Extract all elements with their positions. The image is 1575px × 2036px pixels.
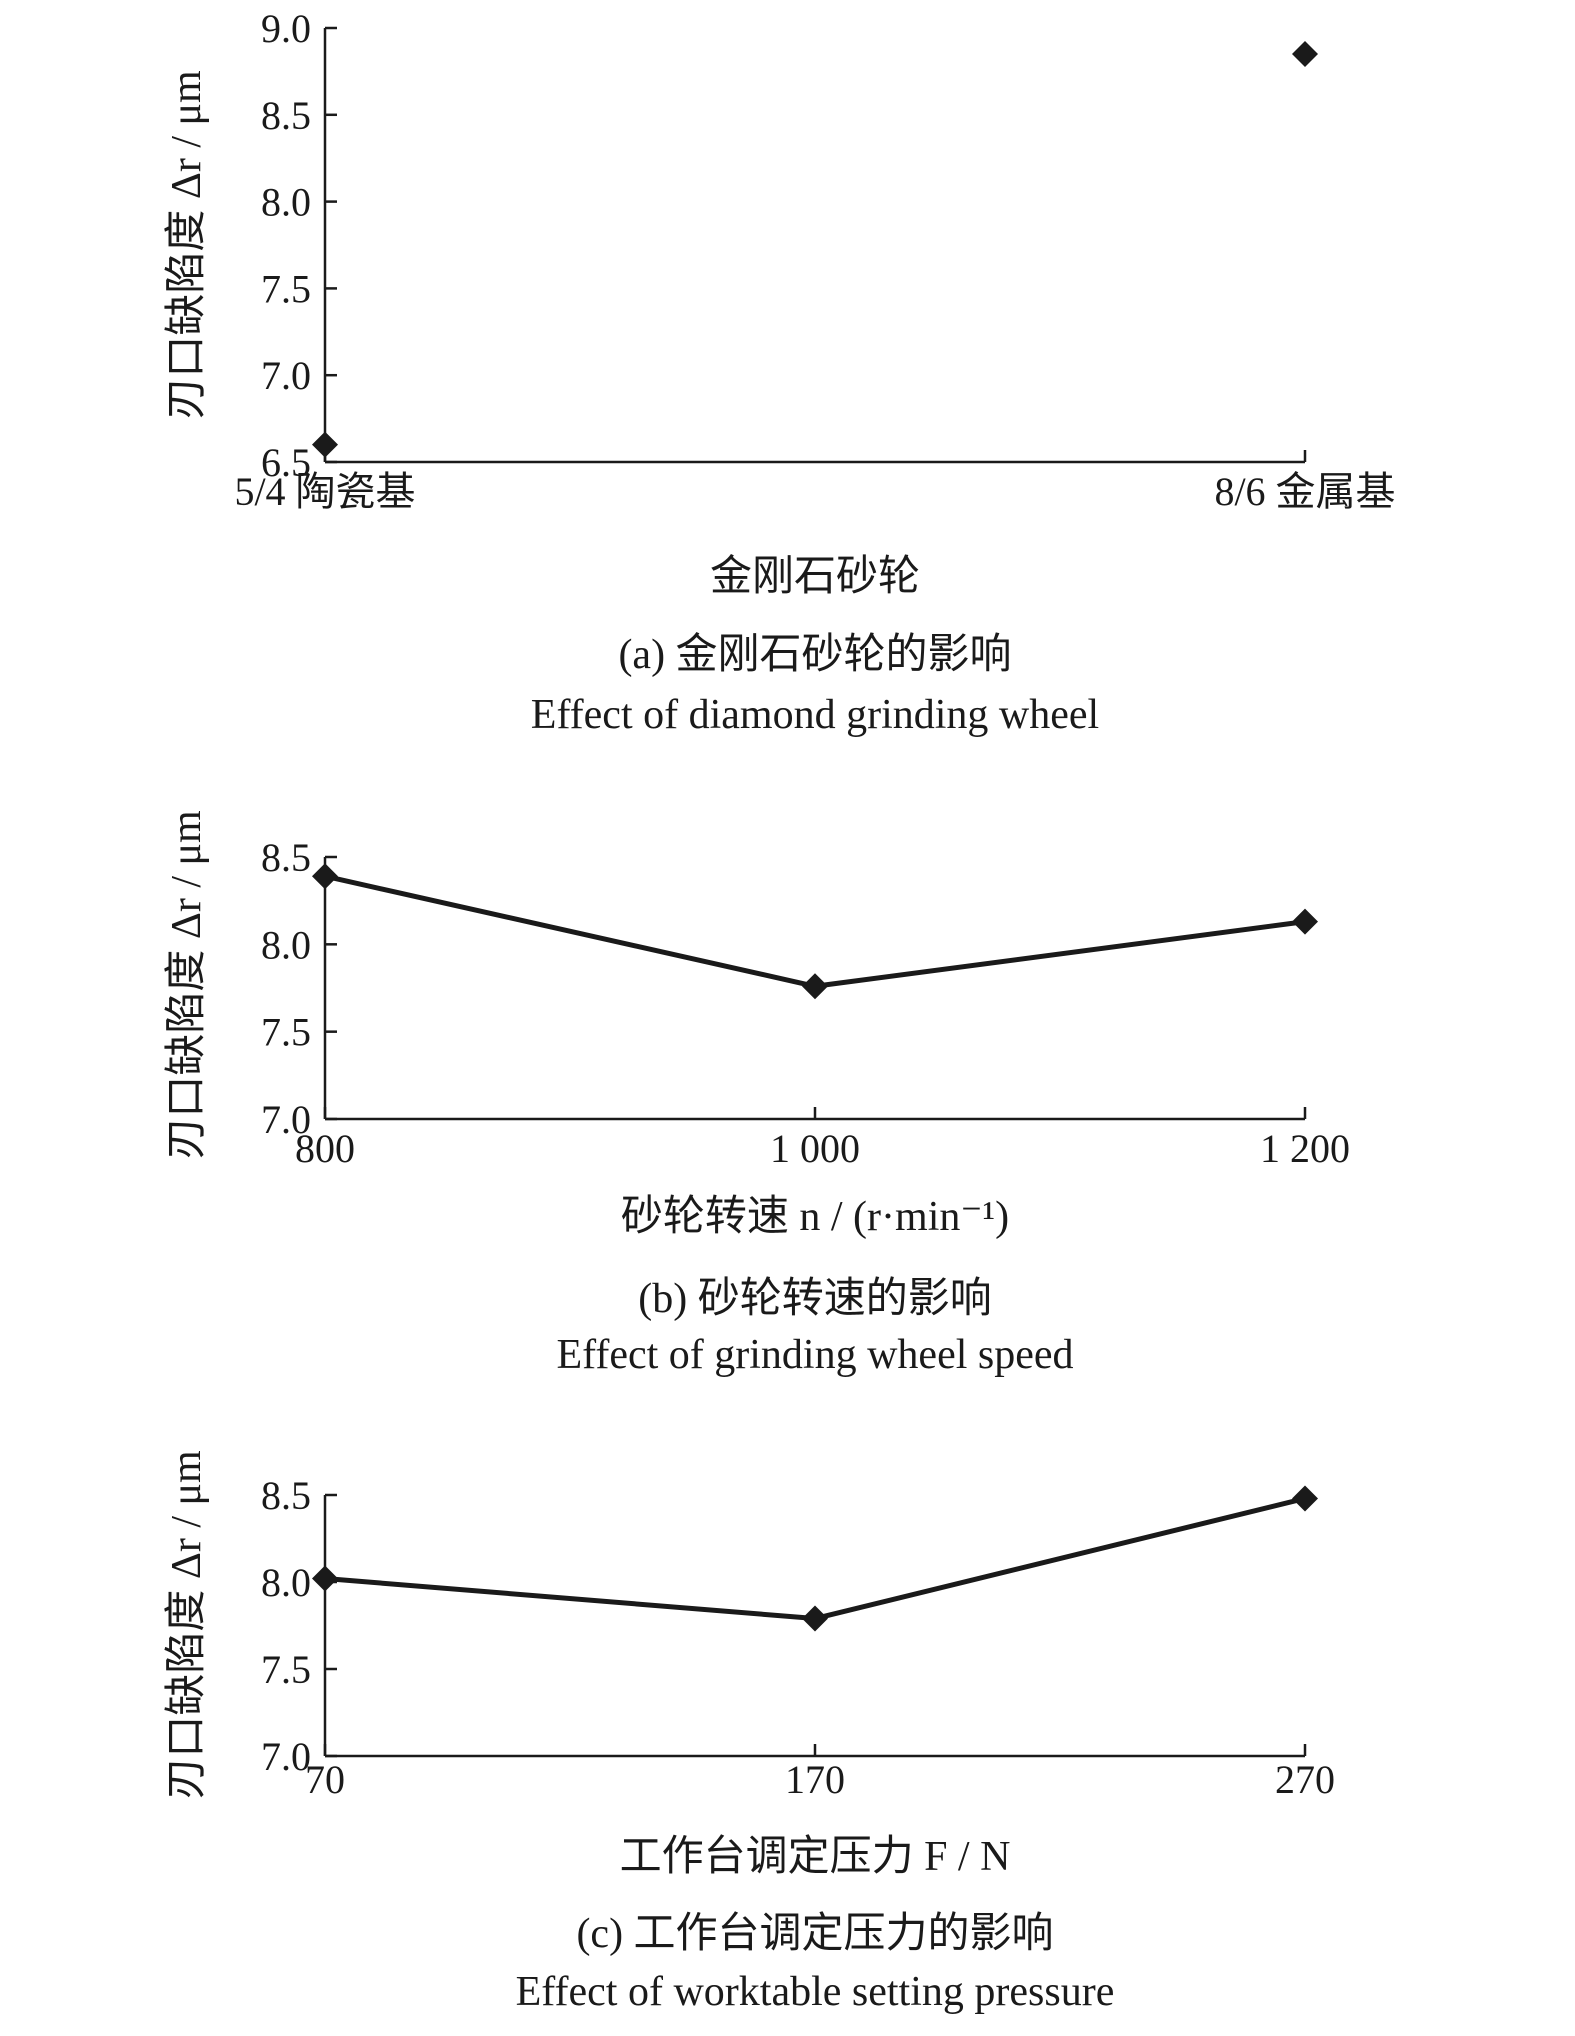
chart2-y-tick-label: 8.0	[261, 922, 311, 967]
chart3-data-point	[1292, 1485, 1318, 1512]
chart2-y-tick-label: 8.5	[261, 835, 311, 880]
chart1-caption-cn: (a) 金刚石砂轮的影响	[618, 631, 1011, 678]
chart2-x-tick-label: 1 200	[1260, 1126, 1350, 1171]
chart3-x-axis-title: 工作台调定压力 F / N	[620, 1833, 1011, 1880]
chart3-x-tick-label: 170	[785, 1757, 845, 1802]
chart1-y-tick-label: 9.0	[261, 6, 311, 51]
chart1-y-axis-title: 刃口缺陷度 Δr / μm	[164, 70, 210, 420]
chart2-y-axis-title: 刃口缺陷度 Δr / μm	[164, 810, 210, 1160]
chart2-x-axis-title: 砂轮转速 n / (r·min⁻¹)	[621, 1194, 1009, 1240]
chart1-data-point	[1292, 41, 1318, 68]
chart2-series-line	[324, 873, 1306, 989]
chart1-y-tick-label: 8.5	[261, 93, 311, 138]
chart3-data-point	[802, 1605, 828, 1632]
chart1-caption-en: Effect of diamond grinding wheel	[531, 692, 1099, 738]
chart1-x-axis-title: 金刚石砂轮	[710, 553, 920, 600]
chart1-y-tick-label: 7.5	[261, 266, 311, 311]
chart3-series-line	[324, 1496, 1306, 1622]
chart3-x-tick-label: 270	[1275, 1757, 1335, 1802]
chart3-data-point	[312, 1565, 338, 1592]
chart1-y-tick-label: 8.0	[261, 180, 311, 225]
chart2-data-point	[802, 973, 828, 1000]
chart2-data-point	[312, 863, 338, 890]
chart1-y-tick-label: 6.5	[261, 440, 311, 485]
chart2-data-point	[1292, 908, 1318, 935]
chart1-y-tick-label: 7.0	[261, 353, 311, 398]
chart3-y-tick-label: 8.0	[261, 1560, 311, 1605]
chart2-caption-cn: (b) 砂轮转速的影响	[638, 1276, 991, 1322]
chart3-caption-en: Effect of worktable setting pressure	[516, 1969, 1115, 2015]
chart2-y-tick-label: 7.5	[261, 1010, 311, 1055]
chart1-data-point	[312, 431, 338, 458]
chart2-caption-en: Effect of grinding wheel speed	[556, 1332, 1073, 1378]
chart3-y-axis-title: 刃口缺陷度 Δr / μm	[164, 1450, 210, 1800]
chart2-x-tick-label: 800	[295, 1126, 355, 1171]
chart3-caption-cn: (c) 工作台调定压力的影响	[576, 1910, 1053, 1957]
chart2-y-tick-label: 7.0	[261, 1097, 311, 1142]
chart1-x-tick-label: 8/6 金属基	[1214, 469, 1395, 514]
chart3-x-tick-label: 70	[305, 1757, 345, 1802]
chart1-x-tick-label: 5/4 陶瓷基	[234, 469, 415, 514]
chart3-y-tick-label: 7.5	[261, 1647, 311, 1692]
chart3-y-tick-label: 8.5	[261, 1473, 311, 1518]
chart2-x-tick-label: 1 000	[770, 1126, 860, 1171]
chart3-y-tick-label: 7.0	[261, 1734, 311, 1779]
